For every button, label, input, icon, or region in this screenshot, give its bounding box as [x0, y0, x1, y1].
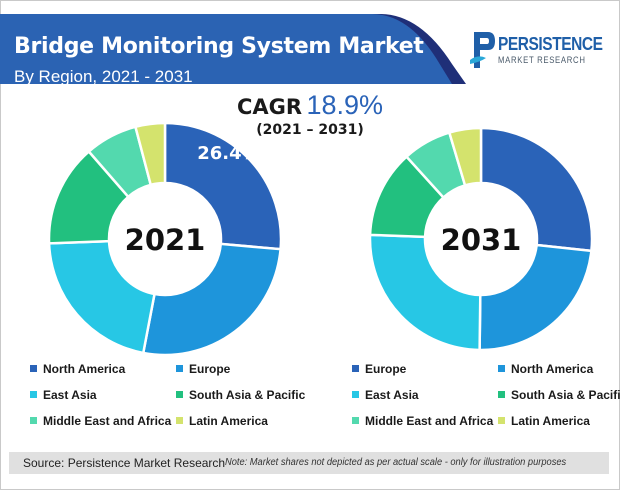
legend-swatch	[352, 391, 359, 398]
legend-item-east-asia: East Asia	[352, 388, 419, 402]
cagr-value: 18.9%	[306, 90, 384, 120]
legend-swatch	[498, 391, 505, 398]
legend-item-latin-america: Latin America	[176, 414, 268, 428]
legend-item-middle-east-and-africa: Middle East and Africa	[30, 414, 171, 428]
disclaimer-note: Note: Market shares not depicted as per …	[225, 457, 567, 468]
legend-label: Latin America	[189, 414, 268, 428]
center-label-2021: 2021	[125, 223, 206, 257]
legend-item-south-asia-and-pacific: South Asia & Pacific	[176, 388, 305, 402]
cagr-headline: CAGR 18.9%	[0, 90, 620, 121]
logo-mark-icon	[470, 32, 495, 68]
legend-item-europe: Europe	[352, 362, 406, 376]
cagr-period: (2021 – 2031)	[256, 122, 364, 138]
legend-swatch	[352, 365, 359, 372]
legend-item-north-america: North America	[30, 362, 125, 376]
legend-swatch	[176, 417, 183, 424]
slice-2021-north-america	[163, 121, 283, 251]
slice-2021-europe	[141, 242, 282, 357]
slice-2021-east-asia	[47, 239, 156, 355]
legend-label: East Asia	[43, 388, 97, 402]
cagr-label: CAGR	[236, 95, 303, 119]
legend-swatch	[352, 417, 359, 424]
legend-2031: Europe North America East Asia South Asia &…	[352, 362, 620, 442]
legend-item-south-asia-and-pacific: South Asia & Pacific	[498, 388, 620, 402]
legend-swatch	[30, 391, 37, 398]
legend-label: Latin America	[511, 414, 590, 428]
chart-subtitle: By Region, 2021 - 2031	[14, 67, 193, 86]
legend-label: Middle East and Africa	[43, 414, 172, 428]
legend-item-middle-east-and-africa: Middle East and Africa	[352, 414, 493, 428]
center-label-2031: 2031	[441, 223, 522, 257]
legend-swatch	[176, 391, 183, 398]
legend-label: South Asia & Pacific	[511, 388, 620, 402]
legend-label: Europe	[365, 362, 407, 376]
legend-label: North America	[511, 362, 594, 376]
slice-2021-latin-america	[133, 121, 167, 187]
legend-2021: North America Europe East Asia South Asia &…	[30, 362, 320, 442]
slice-2031-north-america	[478, 243, 593, 352]
legend-item-europe: Europe	[176, 362, 230, 376]
legend-swatch	[30, 365, 37, 372]
persistence-logo: PERSISTENCE MARKET RESEARCH	[468, 26, 608, 82]
logo-name: PERSISTENCE	[498, 34, 603, 54]
legend-label: South Asia & Pacific	[189, 388, 306, 402]
title-banner: Bridge Monitoring System Market By Regio…	[0, 14, 470, 86]
slice-2031-europe	[479, 126, 594, 253]
banner-shape	[0, 14, 466, 84]
legend-label: East Asia	[365, 388, 419, 402]
legend-item-latin-america: Latin America	[498, 414, 590, 428]
legend-item-north-america: North America	[498, 362, 593, 376]
slice-2031-latin-america	[447, 126, 483, 187]
legend-swatch	[498, 417, 505, 424]
data-label-2021: 26.4%	[197, 143, 259, 164]
legend-label: Middle East and Africa	[365, 414, 494, 428]
legend-swatch	[176, 365, 183, 372]
chart-title: Bridge Monitoring System Market	[14, 34, 424, 59]
footer-bar: Source: Persistence Market Research Note…	[9, 452, 609, 474]
legend-swatch	[498, 365, 505, 372]
logo-tagline: MARKET RESEARCH	[498, 55, 586, 65]
legend-item-east-asia: East Asia	[30, 388, 97, 402]
legend-label: North America	[43, 362, 126, 376]
slice-2031-east-asia	[368, 233, 482, 352]
source-text: Source: Persistence Market Research	[23, 456, 226, 470]
legend-swatch	[30, 417, 37, 424]
legend-label: Europe	[189, 362, 231, 376]
